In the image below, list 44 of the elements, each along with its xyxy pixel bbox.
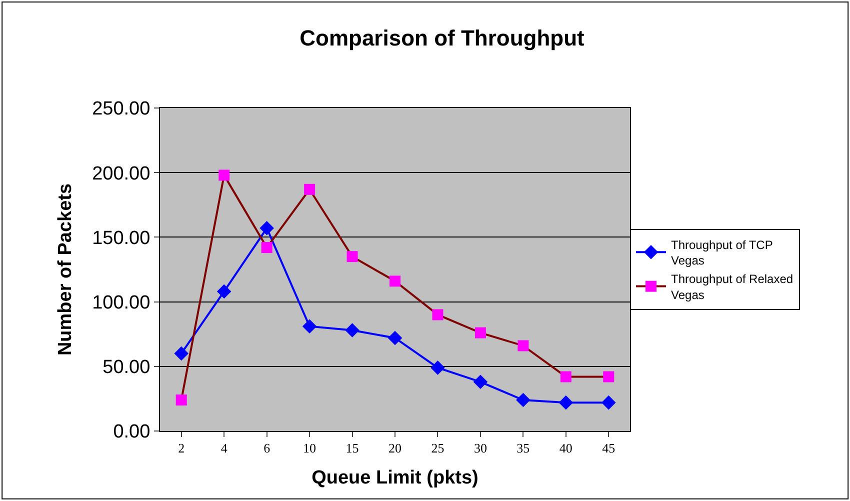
y-tick-label: 50.00 [102, 357, 150, 378]
y-tick-label: 0.00 [113, 422, 150, 443]
point [218, 170, 230, 181]
point [601, 395, 616, 410]
x-tick-label: 15 [346, 440, 359, 456]
point [174, 346, 189, 361]
point [603, 371, 614, 382]
x-tick-label: 2 [178, 440, 185, 456]
point [260, 221, 274, 236]
y-tick-label: 100.00 [92, 292, 150, 314]
x-tick-label: 6 [264, 440, 271, 456]
point [176, 394, 187, 406]
point [302, 319, 317, 334]
point [518, 340, 529, 352]
x-axis-title: Queue Limit (pkts) [312, 467, 478, 488]
point [516, 392, 530, 408]
point [345, 323, 360, 338]
y-tick-label: 150.00 [92, 228, 150, 249]
point [261, 242, 272, 254]
point [216, 284, 232, 299]
y-tick-label: 250.00 [92, 98, 150, 120]
point [304, 184, 316, 195]
point [390, 276, 400, 287]
y-tick-label: 200.00 [92, 163, 150, 184]
x-tick-label: 4 [220, 440, 228, 456]
point [473, 374, 488, 390]
chart-title: Comparison of Throughput [300, 25, 586, 50]
point [430, 360, 445, 375]
legend-label: Throughput of Relaxed Vegas [671, 272, 794, 302]
legend-label: Throughput of TCP Vegas [671, 238, 773, 268]
point [346, 251, 358, 262]
x-tick-label: 30 [474, 440, 487, 456]
point [432, 309, 444, 320]
point [558, 395, 574, 410]
x-tick-label: 25 [431, 440, 444, 456]
x-tick-label: 20 [388, 440, 402, 456]
x-tick-label: 35 [516, 440, 530, 456]
point [560, 371, 572, 382]
x-tick-label: 45 [602, 440, 616, 456]
point [388, 330, 402, 346]
x-tick-label: 10 [303, 440, 316, 456]
point [474, 327, 486, 338]
y-axis-title: Number of Packets [54, 183, 76, 356]
x-tick-label: 40 [559, 440, 572, 456]
